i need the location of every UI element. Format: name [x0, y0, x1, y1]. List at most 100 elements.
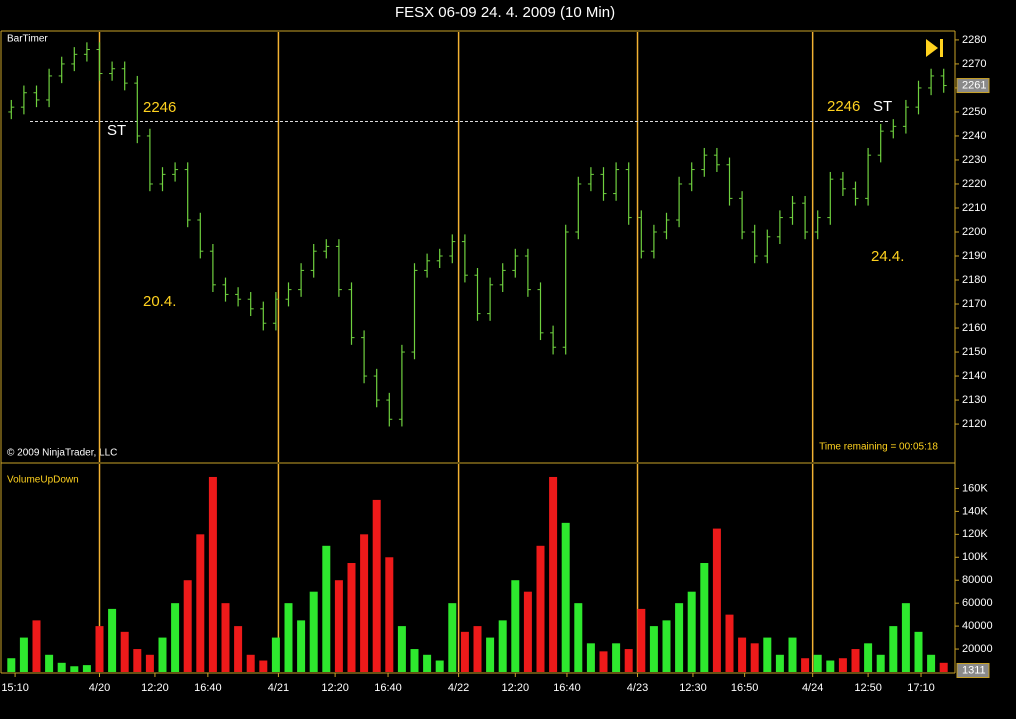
volume-bar — [536, 545, 545, 672]
volume-bar — [133, 649, 142, 672]
volume-bar — [788, 637, 797, 672]
x-tick-label: 16:50 — [731, 682, 759, 694]
date-note: 24.4. — [871, 248, 904, 265]
volume-bar — [208, 476, 217, 672]
volume-bar — [183, 580, 192, 672]
y-tick-label: 100K — [962, 551, 988, 563]
x-tick-label: 12:20 — [502, 682, 530, 694]
volume-bar — [297, 620, 306, 672]
volume-bar — [675, 603, 684, 672]
x-tick-label: 12:20 — [141, 682, 169, 694]
y-tick-label: 2170 — [962, 298, 986, 310]
copyright: © 2009 NinjaTrader, LLC — [7, 448, 117, 459]
play-icon[interactable] — [926, 39, 943, 57]
chart-title: FESX 06-09 24. 4. 2009 (10 Min) — [395, 4, 615, 21]
volume-bar — [435, 660, 444, 672]
volume-bar — [145, 654, 154, 672]
volume-bar — [662, 620, 671, 672]
volume-bar — [750, 643, 759, 672]
volume-bar — [19, 637, 28, 672]
volume-bar — [561, 522, 570, 672]
indicator-label: BarTimer — [7, 34, 48, 45]
volume-bar — [120, 631, 129, 672]
volume-bar — [637, 608, 646, 672]
volume-bar — [498, 620, 507, 672]
volume-bar — [549, 476, 558, 672]
y-tick-label: 20000 — [962, 643, 993, 655]
volume-bar — [599, 651, 608, 672]
volume-bar — [927, 654, 936, 672]
x-tick-label: 16:40 — [374, 682, 402, 694]
volume-bar — [460, 631, 469, 672]
y-tick-label: 2250 — [962, 106, 986, 118]
volume-bar — [448, 603, 457, 672]
volume-bar — [32, 620, 41, 672]
timer: Time remaining = 00:05:18 — [819, 442, 938, 453]
x-tick-label: 4/20 — [89, 682, 110, 694]
volume-bar — [763, 637, 772, 672]
volume-bar — [586, 643, 595, 672]
y-tick-label: 2140 — [962, 370, 986, 382]
volume-bar — [813, 654, 822, 672]
x-tick-label: 4/21 — [268, 682, 289, 694]
hline-tag: ST — [873, 98, 892, 115]
x-tick-label: 4/23 — [627, 682, 648, 694]
y-tick-label: 140K — [962, 505, 988, 517]
y-tick-label: 2160 — [962, 322, 986, 334]
x-tick-label: 16:40 — [194, 682, 222, 694]
y-tick-label: 2280 — [962, 34, 986, 46]
volume-bar — [322, 545, 331, 672]
y-tick-label: 40000 — [962, 620, 993, 632]
volume-bar — [838, 658, 847, 672]
y-tick-label: 2230 — [962, 154, 986, 166]
play-bar[interactable] — [940, 39, 943, 57]
y-tick-label: 2180 — [962, 274, 986, 286]
volume-bar — [574, 603, 583, 672]
volume-bar — [473, 626, 482, 672]
volume-bar — [725, 614, 734, 672]
volume-bar — [57, 662, 66, 672]
hline-tag: ST — [107, 122, 126, 139]
volume-bar — [158, 637, 167, 672]
y-tick-label: 80000 — [962, 574, 993, 586]
x-tick-label: 12:50 — [854, 682, 882, 694]
x-tick-label: 12:20 — [321, 682, 349, 694]
x-tick-label: 15:10 — [1, 682, 29, 694]
last-volume-box — [956, 662, 990, 678]
y-tick-label: 2120 — [962, 418, 986, 430]
volume-bar — [775, 654, 784, 672]
volume-bar — [612, 643, 621, 672]
volume-bar — [826, 660, 835, 672]
volume-bar — [423, 654, 432, 672]
volume-bar — [246, 654, 255, 672]
last-price-box — [956, 78, 990, 94]
volume-bar — [712, 528, 721, 672]
play-triangle[interactable] — [926, 39, 938, 57]
volume-bar — [939, 662, 948, 672]
volume-bar — [901, 603, 910, 672]
y-tick-label: 120K — [962, 528, 988, 540]
volume-bar — [259, 660, 268, 672]
volume-bar — [234, 626, 243, 672]
volume-bar — [271, 637, 280, 672]
x-tick-label: 12:30 — [679, 682, 707, 694]
volume-bar — [649, 626, 658, 672]
volume-bar — [914, 631, 923, 672]
hline-label: 2246 — [827, 98, 860, 115]
volume-bar — [864, 643, 873, 672]
y-tick-label: 2240 — [962, 130, 986, 142]
volume-bar — [221, 603, 230, 672]
volume-bar — [624, 649, 633, 672]
volume-bar — [7, 658, 16, 672]
y-tick-label: 60000 — [962, 597, 993, 609]
volume-bar — [385, 557, 394, 672]
date-note: 20.4. — [143, 293, 176, 310]
x-tick-label: 16:40 — [553, 682, 581, 694]
volume-bar — [738, 637, 747, 672]
volume-bar — [851, 649, 860, 672]
volume-bar — [372, 499, 381, 672]
volume-bar — [410, 649, 419, 672]
